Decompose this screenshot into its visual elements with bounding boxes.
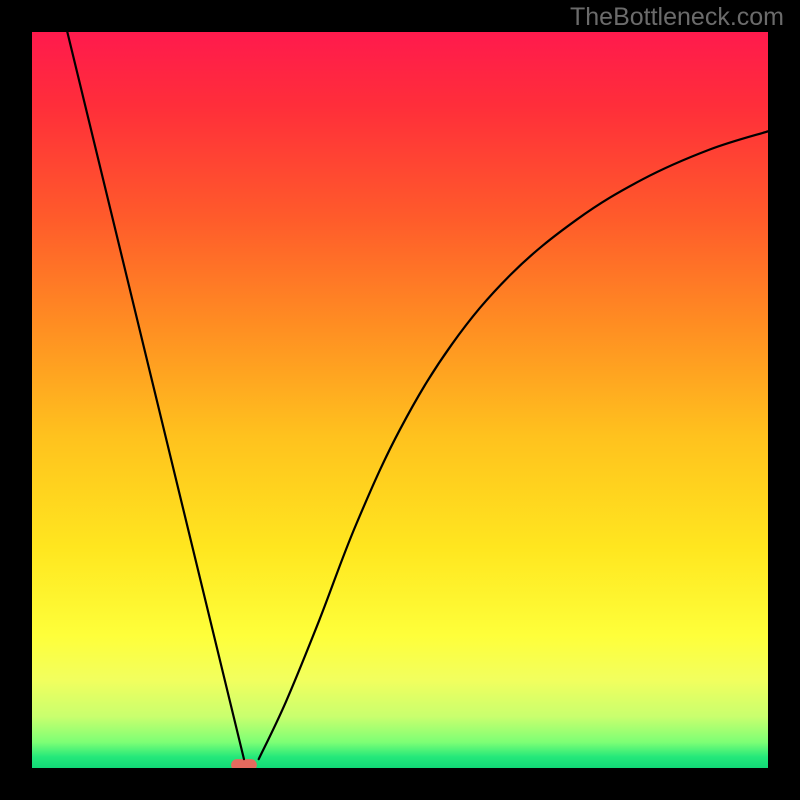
plot-background bbox=[32, 32, 768, 768]
vertex-marker bbox=[231, 759, 257, 768]
bottleneck-plot bbox=[32, 32, 768, 768]
chart-stage: TheBottleneck.com bbox=[0, 0, 800, 800]
watermark-text: TheBottleneck.com bbox=[570, 3, 784, 32]
